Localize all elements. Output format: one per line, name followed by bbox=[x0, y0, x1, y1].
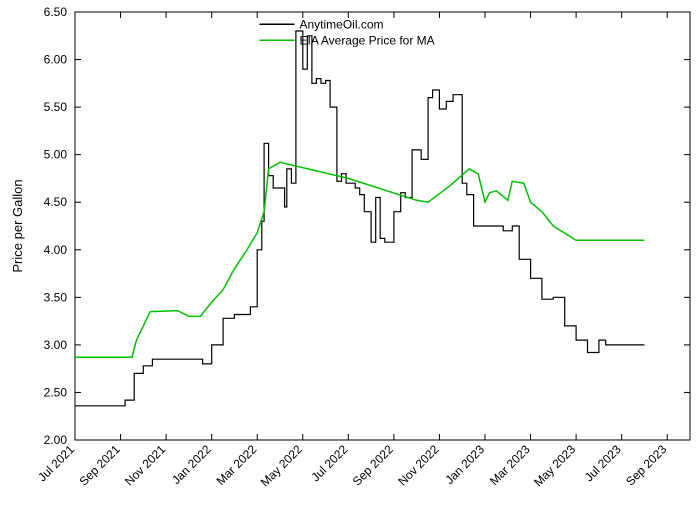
price-chart: 2.002.503.003.504.004.505.005.506.006.50… bbox=[0, 0, 700, 525]
ytick-label: 6.00 bbox=[44, 53, 68, 67]
ytick-label: 3.00 bbox=[44, 338, 68, 352]
ytick-label: 3.50 bbox=[44, 290, 68, 304]
ytick-label: 4.50 bbox=[44, 195, 68, 209]
ytick-label: 2.50 bbox=[44, 385, 68, 399]
ytick-label: 4.00 bbox=[44, 243, 68, 257]
y-axis-label: Price per Gallon bbox=[10, 179, 25, 272]
legend-label: AnytimeOil.com bbox=[300, 17, 384, 31]
ytick-label: 5.00 bbox=[44, 148, 68, 162]
legend-label: EIA Average Price for MA bbox=[300, 33, 435, 47]
ytick-label: 6.50 bbox=[44, 5, 68, 19]
ytick-label: 5.50 bbox=[44, 100, 68, 114]
